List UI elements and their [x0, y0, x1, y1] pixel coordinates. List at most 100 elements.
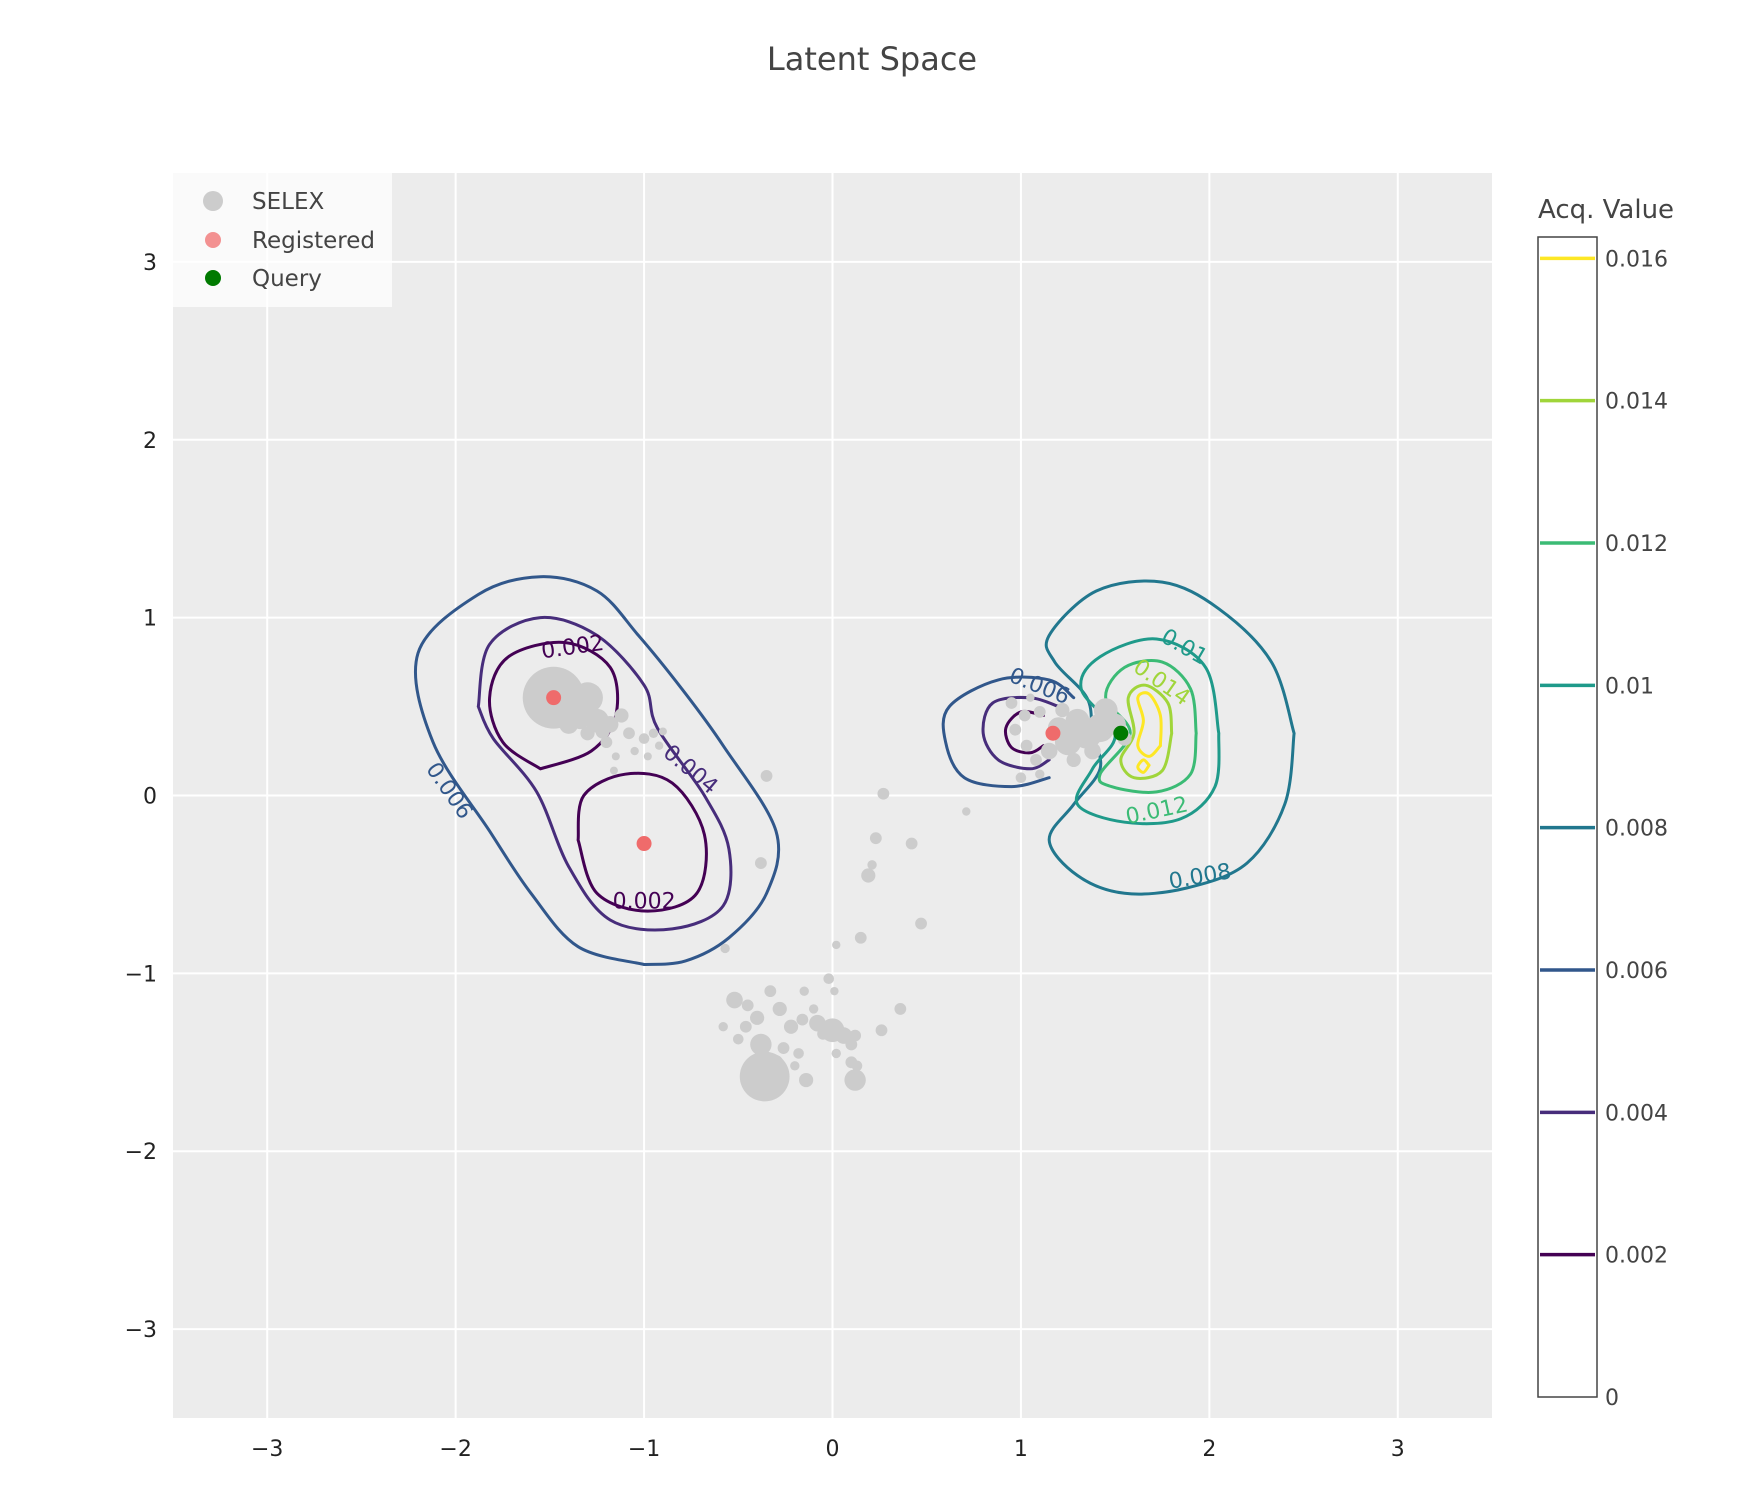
- colorbar: Acq. Value 0.016 0.014 0.012 0.01 0.008 0.006…: [1537, 195, 1674, 1411]
- selex-point-38[interactable]: [808, 1004, 819, 1014]
- legend-item-registered[interactable]: Registered: [205, 228, 375, 254]
- x-tick-label: −2: [439, 1437, 471, 1462]
- registered-point-1[interactable]: [636, 836, 652, 852]
- selex-point-61[interactable]: [844, 1069, 866, 1091]
- selex-point-68[interactable]: [1020, 739, 1033, 752]
- selex-point-83[interactable]: [1033, 706, 1046, 718]
- legend-label-registered: Registered: [252, 228, 375, 254]
- selex-point-39[interactable]: [823, 973, 835, 984]
- selex-point-26[interactable]: [915, 917, 927, 930]
- selex-point-18[interactable]: [658, 727, 667, 736]
- selex-point-71[interactable]: [1035, 769, 1045, 779]
- contour-line-8: [1136, 691, 1163, 758]
- legend[interactable]: SELEX Registered Query: [173, 173, 392, 307]
- selex-point-56[interactable]: [777, 1042, 790, 1054]
- selex-point-60[interactable]: [851, 1060, 863, 1072]
- selex-point-57[interactable]: [739, 1051, 790, 1102]
- selex-point-23[interactable]: [905, 837, 918, 850]
- selex-point-65[interactable]: [1005, 697, 1018, 709]
- selex-point-44[interactable]: [732, 1033, 744, 1045]
- selex-point-82[interactable]: [1055, 703, 1070, 718]
- selex-point-37[interactable]: [799, 986, 809, 996]
- selex-point-25[interactable]: [861, 868, 876, 883]
- selex-point-29[interactable]: [720, 943, 730, 954]
- selex-point-8[interactable]: [600, 736, 613, 749]
- selex-point-41[interactable]: [894, 1003, 907, 1015]
- selex-point-12[interactable]: [654, 741, 664, 750]
- selex-point-64[interactable]: [817, 1027, 829, 1040]
- selex-point-48[interactable]: [796, 1013, 809, 1026]
- selex-point-11[interactable]: [648, 728, 659, 738]
- selex-point-62[interactable]: [831, 1048, 841, 1059]
- colorbar-box: [1537, 236, 1598, 1398]
- selex-point-13[interactable]: [630, 746, 639, 756]
- selex-point-14[interactable]: [611, 752, 620, 761]
- registered-point-0[interactable]: [546, 690, 562, 706]
- selex-point-24[interactable]: [867, 860, 877, 870]
- selex-point-42[interactable]: [875, 1024, 888, 1037]
- y-tick-label: 2: [143, 429, 157, 454]
- selex-point-72[interactable]: [1040, 742, 1058, 760]
- selex-point-32[interactable]: [726, 991, 743, 1009]
- selex-point-63[interactable]: [790, 1061, 800, 1071]
- selex-point-19[interactable]: [609, 766, 618, 775]
- selex-point-10[interactable]: [638, 733, 650, 744]
- selex-point-46[interactable]: [750, 1033, 772, 1056]
- selex-point-34[interactable]: [772, 1001, 787, 1017]
- legend-marker-registered: [205, 232, 221, 248]
- selex-point-69[interactable]: [1030, 754, 1042, 766]
- y-tick-label: 3: [143, 251, 157, 276]
- selex-point-70[interactable]: [1015, 772, 1027, 784]
- selex-point-31[interactable]: [962, 807, 971, 816]
- selex-point-6[interactable]: [580, 726, 595, 741]
- contour-line-3: [576, 771, 708, 913]
- selex-point-80[interactable]: [1084, 742, 1101, 760]
- colorbar-tick-label: 0.016: [1605, 247, 1668, 272]
- registered-point-2[interactable]: [1045, 725, 1061, 741]
- query-point-0[interactable]: [1113, 725, 1129, 741]
- selex-point-15[interactable]: [643, 752, 652, 761]
- y-tick-label: −3: [125, 1318, 157, 1343]
- selex-point-35[interactable]: [750, 1010, 765, 1025]
- contour-line-9: [1136, 758, 1151, 774]
- selex-point-28[interactable]: [832, 940, 841, 950]
- selex-point-67[interactable]: [1009, 723, 1022, 736]
- selex-point-20[interactable]: [760, 770, 773, 782]
- selex-point-54[interactable]: [793, 1048, 804, 1059]
- x-axis-ticks: −3 −2 −1 0 1 2 3: [251, 1437, 1405, 1462]
- selex-point-47[interactable]: [783, 1019, 799, 1034]
- selex-point-27[interactable]: [854, 931, 867, 944]
- selex-point-22[interactable]: [869, 832, 882, 845]
- selex-point-81[interactable]: [1066, 752, 1081, 768]
- legend-item-query[interactable]: Query: [205, 266, 322, 292]
- selex-point-30[interactable]: [754, 857, 767, 869]
- selex-point-36[interactable]: [741, 999, 754, 1012]
- selex-point-17[interactable]: [571, 712, 589, 730]
- y-tick-label: 1: [143, 607, 157, 632]
- selex-point-9[interactable]: [623, 727, 635, 740]
- selex-point-45[interactable]: [739, 1020, 752, 1033]
- x-tick-label: −3: [251, 1437, 283, 1462]
- selex-point-21[interactable]: [877, 787, 890, 800]
- selex-point-52[interactable]: [845, 1038, 858, 1051]
- colorbar-tick-label: 0.012: [1605, 532, 1668, 557]
- selex-point-33[interactable]: [764, 985, 777, 998]
- selex-point-43[interactable]: [718, 1022, 728, 1032]
- selex-point-85[interactable]: [1026, 693, 1035, 702]
- registered-series: [546, 690, 1061, 852]
- selex-point-66[interactable]: [1018, 709, 1031, 722]
- selex-point-7[interactable]: [614, 708, 629, 723]
- selex-point-53[interactable]: [849, 1029, 862, 1042]
- selex-point-16[interactable]: [595, 724, 610, 739]
- legend-item-selex[interactable]: SELEX: [203, 189, 324, 215]
- x-tick-label: 3: [1391, 1437, 1405, 1462]
- colorbar-tick-label: 0: [1605, 1386, 1619, 1411]
- y-tick-label: 0: [143, 785, 157, 810]
- query-series: [1113, 725, 1129, 741]
- legend-label-query: Query: [252, 266, 322, 292]
- contour-line-7: [1119, 683, 1174, 780]
- contour-line-6: [1097, 659, 1198, 794]
- selex-point-58[interactable]: [799, 1072, 814, 1088]
- selex-point-40[interactable]: [830, 986, 839, 996]
- colorbar-tick-label: 0.006: [1605, 959, 1668, 984]
